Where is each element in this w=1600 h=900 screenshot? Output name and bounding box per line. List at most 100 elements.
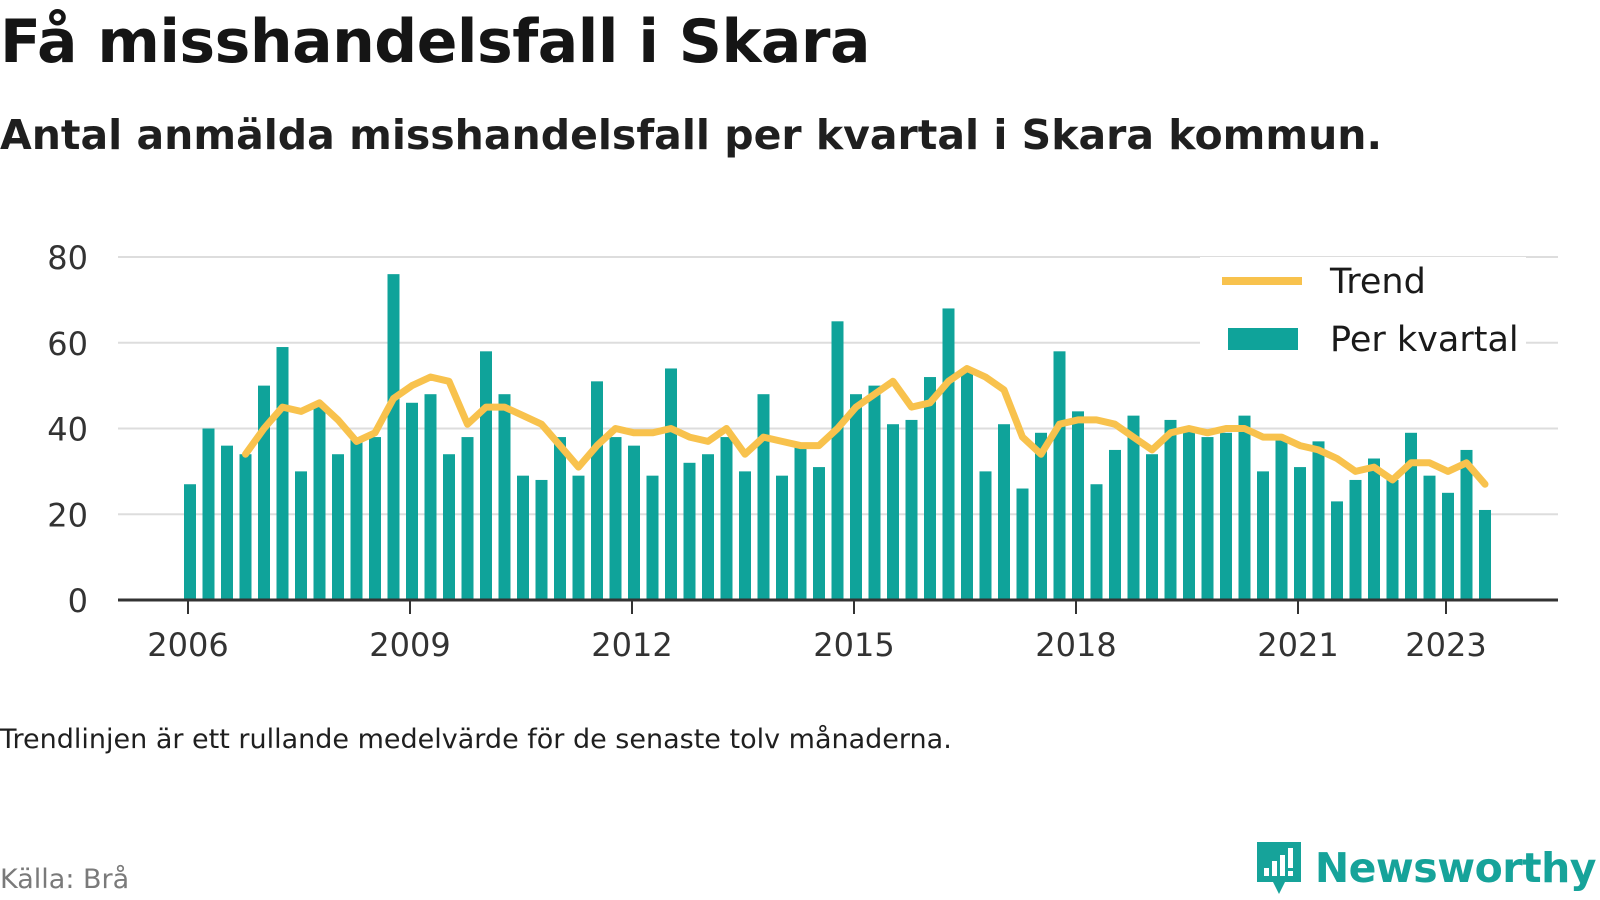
bar — [831, 321, 844, 600]
bar — [1035, 432, 1047, 600]
bar — [813, 467, 825, 600]
x-axis: 2006 2009 2012 2015 2018 2021 2023 — [118, 598, 1558, 664]
bar-series — [184, 274, 1491, 600]
y-tick-label: 20 — [47, 496, 88, 534]
x-tick-label: 2023 — [1405, 626, 1486, 664]
legend-bar-swatch — [1228, 328, 1298, 350]
bar — [1257, 471, 1269, 600]
bar — [1183, 428, 1195, 600]
chart-subtitle: Antal anmälda misshandelsfall per kvarta… — [0, 111, 1383, 159]
bar — [794, 445, 807, 600]
bar — [757, 394, 770, 600]
bar — [868, 385, 881, 600]
bar — [461, 437, 474, 600]
trend-line — [242, 365, 1489, 488]
bar — [1053, 351, 1066, 600]
bar — [905, 419, 918, 600]
x-tick-label: 2015 — [813, 626, 894, 664]
chart-title: Få misshandelsfall i Skara — [0, 7, 870, 77]
bar — [295, 471, 307, 600]
bar — [202, 428, 215, 600]
bar — [332, 454, 344, 600]
bar — [1090, 484, 1103, 600]
y-tick-label: 60 — [47, 325, 88, 363]
bar — [480, 351, 492, 600]
bar — [387, 274, 400, 600]
bar — [572, 475, 585, 600]
bar — [1460, 449, 1473, 600]
bar — [276, 347, 289, 600]
bar — [591, 381, 603, 600]
brand-logo[interactable]: Newsworthy — [1253, 838, 1597, 898]
bar — [702, 454, 714, 600]
bar — [239, 454, 252, 600]
bar — [1127, 415, 1140, 600]
bar — [683, 462, 696, 600]
bar — [924, 377, 936, 600]
bar — [258, 385, 270, 600]
footnote: Trendlinjen är ett rullande medelvärde f… — [0, 724, 952, 755]
y-axis-ticks: 0 20 40 60 80 — [47, 239, 88, 620]
bar — [1368, 458, 1380, 600]
bar — [850, 394, 862, 600]
bar — [424, 394, 437, 600]
bar — [1275, 437, 1288, 600]
bar — [350, 437, 363, 600]
bar — [1146, 454, 1158, 600]
trend-series — [242, 365, 1489, 488]
bar — [887, 424, 899, 600]
x-tick-label: 2012 — [591, 626, 672, 664]
bar — [406, 402, 418, 600]
bar — [443, 454, 455, 600]
bar — [1331, 501, 1343, 600]
bar — [665, 368, 677, 600]
bar — [1109, 449, 1121, 600]
bar — [646, 475, 659, 600]
bar — [720, 437, 733, 600]
x-tick-label: 2021 — [1257, 626, 1338, 664]
bar — [1349, 479, 1362, 600]
bar — [1423, 475, 1436, 600]
bar — [221, 445, 233, 600]
source-label: Källa: Brå — [0, 864, 130, 895]
bar — [998, 424, 1010, 600]
y-tick-label: 40 — [47, 411, 88, 449]
bar — [1201, 437, 1214, 600]
bar — [1220, 432, 1232, 600]
bar — [498, 394, 511, 600]
bar — [1238, 415, 1251, 600]
brand-name: Newsworthy — [1314, 844, 1597, 892]
x-tick-label: 2018 — [1035, 626, 1116, 664]
newsworthy-logo-icon — [1256, 842, 1301, 894]
bar — [961, 368, 973, 600]
bar — [1016, 488, 1029, 600]
bar — [739, 471, 751, 600]
bar — [1164, 419, 1177, 600]
bar — [609, 437, 622, 600]
bar — [1479, 509, 1491, 600]
bar — [554, 437, 566, 600]
legend: Trend Per kvartal — [1200, 257, 1526, 375]
legend-background — [1200, 257, 1526, 375]
bar — [776, 475, 788, 600]
bar — [1405, 432, 1417, 600]
legend-trend-label: Trend — [1329, 262, 1426, 302]
bar — [1386, 479, 1399, 600]
bar — [628, 445, 640, 600]
bar — [535, 479, 548, 600]
y-tick-label: 0 — [68, 582, 88, 620]
bar — [979, 471, 992, 600]
y-tick-label: 80 — [47, 239, 88, 277]
bar — [313, 407, 326, 600]
bar — [1312, 441, 1325, 600]
bar — [1442, 492, 1454, 600]
legend-bar-label: Per kvartal — [1330, 320, 1519, 360]
bar — [184, 484, 196, 600]
bar — [1072, 411, 1084, 600]
bar — [369, 437, 381, 600]
x-tick-label: 2009 — [369, 626, 450, 664]
bar — [942, 308, 955, 600]
x-tick-label: 2006 — [147, 626, 228, 664]
bar — [517, 475, 529, 600]
